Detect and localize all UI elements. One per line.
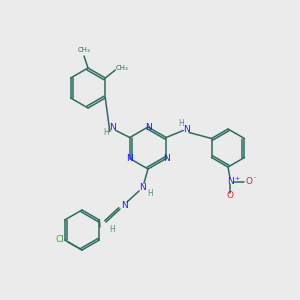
Text: H: H xyxy=(147,188,153,197)
Text: N: N xyxy=(183,125,190,134)
Text: CH₃: CH₃ xyxy=(78,47,90,53)
Text: N: N xyxy=(226,176,233,185)
Text: O: O xyxy=(245,178,253,187)
Text: H: H xyxy=(178,119,184,128)
Text: O: O xyxy=(226,191,233,200)
Text: N: N xyxy=(145,122,152,131)
Text: N: N xyxy=(110,123,116,132)
Text: N: N xyxy=(126,154,133,163)
Text: N: N xyxy=(163,154,169,163)
Text: H: H xyxy=(109,224,115,233)
Text: N: N xyxy=(121,200,128,209)
Text: Cl: Cl xyxy=(56,235,64,244)
Text: CH₃: CH₃ xyxy=(116,65,129,71)
Text: H: H xyxy=(103,128,109,137)
Text: +: + xyxy=(234,176,240,181)
Text: N: N xyxy=(139,182,145,191)
Text: -: - xyxy=(254,176,256,181)
